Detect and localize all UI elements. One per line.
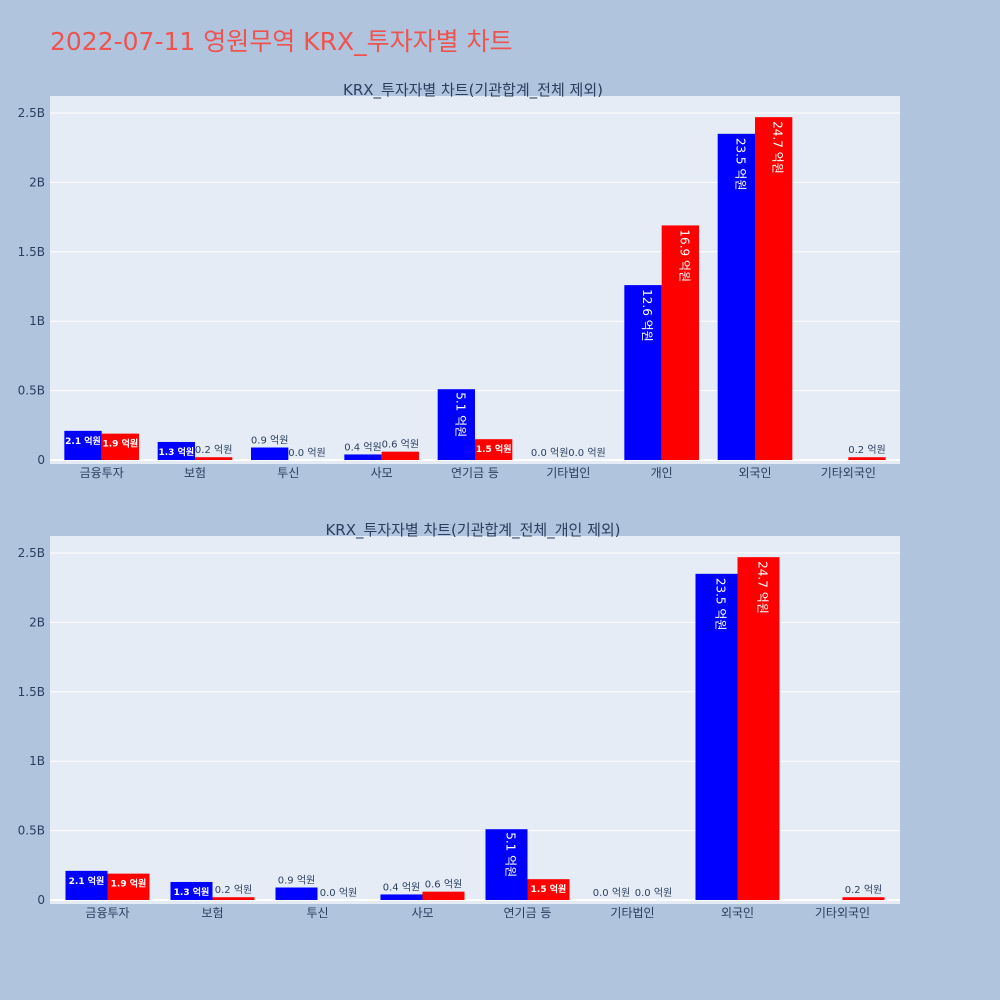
data-label: 23.5 억원 — [733, 138, 747, 191]
bar — [101, 433, 139, 460]
data-label: 0.0 억원 — [531, 447, 568, 459]
data-label: 0.9 억원 — [278, 875, 315, 887]
y-tick-label: 0.5B — [18, 824, 45, 838]
data-label: 1.3 억원 — [174, 886, 210, 898]
y-tick-label: 1B — [29, 314, 45, 328]
bar — [661, 225, 699, 460]
data-label: 1.9 억원 — [111, 878, 147, 890]
y-tick-label: 1B — [29, 754, 45, 768]
bar — [737, 557, 780, 900]
bar — [437, 389, 475, 460]
x-tick-label: 기타법인 — [610, 906, 654, 920]
bar — [848, 457, 886, 460]
data-label: 23.5 억원 — [714, 578, 728, 631]
x-tick-label: 보험 — [201, 906, 223, 920]
chart-2-title: KRX_투자자별 차트(기관합계_전체_개인 제외) — [325, 521, 620, 540]
data-label: 0.2 억원 — [215, 884, 252, 896]
data-label: 0.0 억원 — [568, 447, 605, 459]
x-tick-label: 연기금 등 — [451, 466, 499, 480]
data-label: 1.5 억원 — [531, 883, 567, 895]
bar — [527, 879, 570, 900]
y-tick-label: 0 — [37, 893, 45, 907]
data-label: 0.0 억원 — [593, 887, 630, 899]
bar — [107, 873, 150, 900]
x-tick-label: 외국인 — [738, 466, 771, 480]
x-tick-label: 금융투자 — [85, 906, 129, 920]
y-tick-label: 1.5B — [18, 685, 45, 699]
y-tick-label: 2B — [29, 175, 45, 189]
bar — [212, 897, 255, 900]
bar — [275, 887, 318, 900]
data-label: 12.6 억원 — [640, 289, 654, 342]
data-label: 0.0 억원 — [320, 887, 357, 899]
x-tick-label: 기타법인 — [546, 466, 590, 480]
y-tick-label: 2B — [29, 615, 45, 629]
data-label: 0.6 억원 — [382, 439, 419, 451]
data-label: 0.6 억원 — [425, 879, 462, 891]
x-tick-label: 사모 — [371, 466, 393, 480]
x-tick-label: 투신 — [306, 906, 328, 920]
data-label: 1.9 억원 — [103, 438, 139, 450]
bar — [717, 133, 755, 460]
data-label: 0.4 억원 — [383, 881, 420, 893]
x-tick-label: 투신 — [277, 466, 299, 480]
data-label: 0.0 억원 — [288, 447, 325, 459]
bar — [344, 454, 382, 460]
data-label: 2.1 억원 — [69, 875, 105, 887]
data-label: 2.1 억원 — [65, 435, 101, 447]
x-tick-label: 기타외국인 — [815, 906, 870, 920]
bar — [380, 894, 423, 900]
bar — [195, 457, 233, 460]
data-label: 1.5 억원 — [476, 443, 512, 455]
y-tick-label: 0 — [37, 453, 45, 467]
bar — [624, 285, 662, 460]
y-tick-label: 2.5B — [18, 546, 45, 560]
y-tick-label: 2.5B — [18, 106, 45, 120]
x-tick-label: 보험 — [184, 466, 206, 480]
y-tick-label: 0.5B — [18, 384, 45, 398]
data-label: 0.9 억원 — [251, 435, 288, 447]
figure-title: 2022-07-11 영원무역 KRX_투자자별 차트 — [50, 27, 513, 56]
bar — [755, 117, 793, 460]
bar — [475, 439, 513, 460]
x-tick-label: 연기금 등 — [504, 906, 552, 920]
data-label: 24.7 억원 — [771, 121, 785, 174]
data-label: 16.9 억원 — [677, 229, 691, 282]
bar — [64, 430, 102, 460]
data-label: 0.2 억원 — [845, 884, 882, 896]
x-tick-label: 금융투자 — [80, 466, 124, 480]
x-tick-label: 사모 — [411, 906, 433, 920]
x-tick-label: 외국인 — [721, 906, 754, 920]
bar — [251, 447, 289, 460]
data-label: 1.3 억원 — [159, 446, 195, 458]
data-label: 24.7 억원 — [756, 561, 770, 614]
data-label: 5.1 억원 — [504, 832, 518, 877]
x-tick-label: 개인 — [651, 466, 673, 480]
data-label: 5.1 억원 — [453, 392, 467, 437]
bar — [170, 881, 213, 900]
bar — [157, 441, 195, 460]
bar — [422, 891, 465, 900]
bar — [381, 451, 419, 460]
data-label: 0.4 억원 — [344, 441, 381, 453]
y-tick-label: 1.5B — [18, 245, 45, 259]
bar — [695, 573, 738, 900]
data-label: 0.2 억원 — [195, 444, 232, 456]
chart-1-title: KRX_투자자별 차트(기관합계_전체 제외) — [343, 81, 603, 100]
data-label: 0.0 억원 — [635, 887, 672, 899]
data-label: 0.2 억원 — [848, 444, 885, 456]
bar — [842, 897, 885, 900]
x-tick-label: 기타외국인 — [821, 466, 876, 480]
bar — [485, 829, 528, 900]
bar — [65, 870, 108, 900]
